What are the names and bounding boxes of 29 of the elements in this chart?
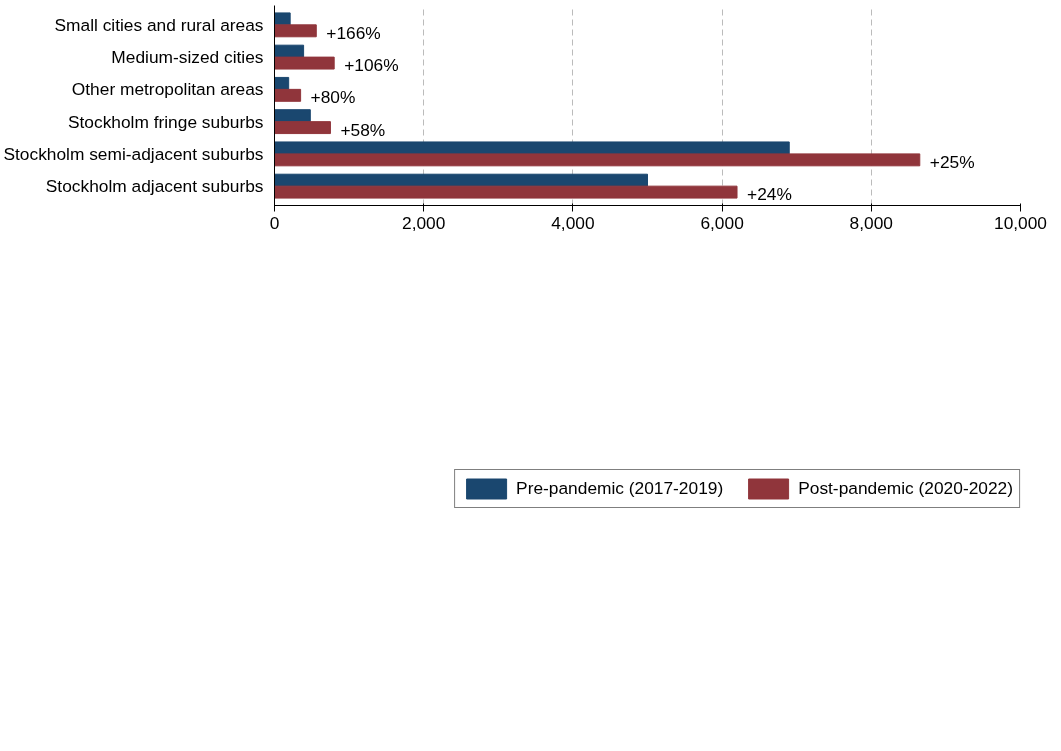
y-tick-label: Stockholm adjacent suburbs: [45, 176, 264, 197]
bar: [274, 153, 921, 167]
legend-label: Pre-pandemic (2017-2019): [516, 477, 724, 499]
annotation: +80%: [310, 87, 356, 108]
x-tick-label: 10,000: [994, 212, 1047, 233]
annotation: +24%: [747, 184, 792, 205]
y-tick-label: Medium-sized cities: [111, 47, 264, 68]
bar: [274, 12, 291, 26]
annotation: +106%: [344, 55, 399, 76]
annotation: +25%: [929, 151, 975, 172]
bar: [274, 121, 331, 135]
bar: [274, 56, 335, 70]
annotation: +58%: [340, 119, 386, 140]
y-tick-label: Stockholm semi-adjacent suburbs: [3, 143, 264, 164]
annotation: +166%: [326, 22, 381, 43]
x-tick-label: 6,000: [700, 212, 744, 233]
x-tick-label: 8,000: [849, 212, 893, 233]
x-tick-label: 4,000: [551, 212, 595, 233]
bar: [274, 24, 317, 38]
bar: [274, 141, 790, 155]
y-tick-label: Small cities and rural areas: [54, 14, 264, 35]
x-tick-label: 2,000: [402, 212, 446, 233]
y-tick-label: Other metropolitan areas: [71, 79, 264, 100]
bar: [274, 88, 302, 102]
bar: [274, 109, 311, 123]
legend-label: Post-pandemic (2020-2022): [798, 477, 1013, 499]
bar: [274, 185, 738, 199]
x-tick-label: 0: [269, 212, 280, 233]
y-tick-label: Stockholm fringe suburbs: [67, 111, 264, 132]
